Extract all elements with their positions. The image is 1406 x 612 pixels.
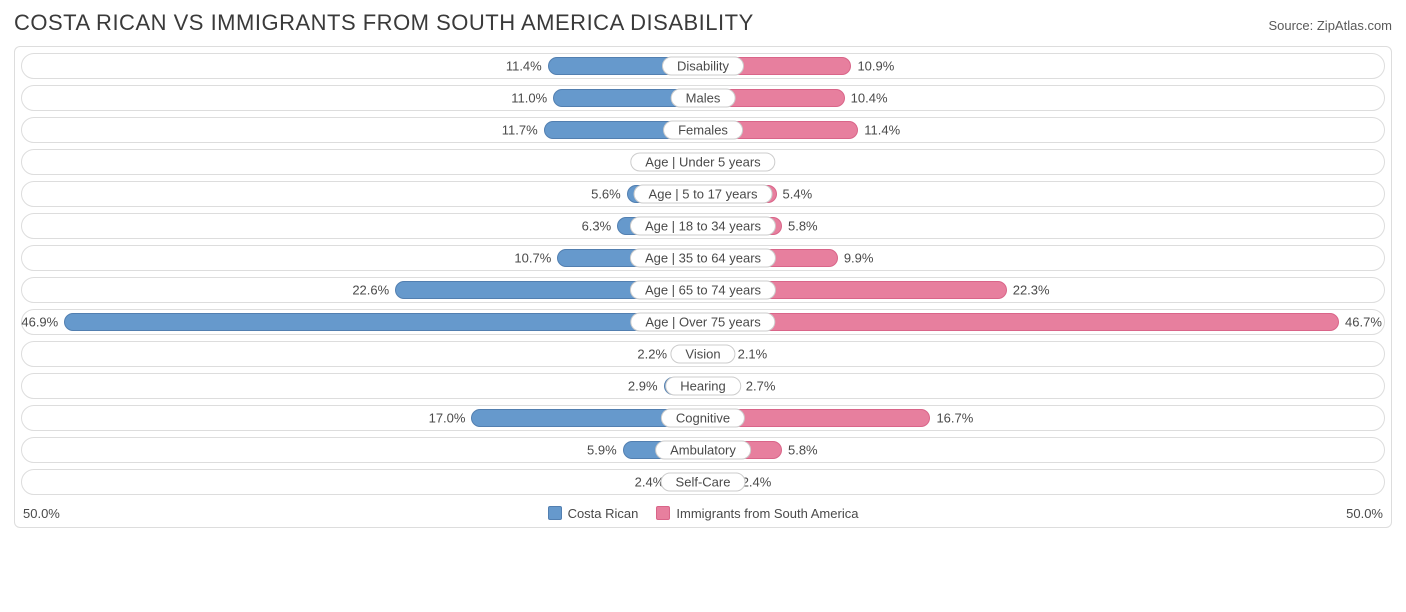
value-right: 11.4%: [864, 123, 900, 138]
chart-body: 11.4% 10.9% Disability 11.0% 10.4% Males 11.7%…: [14, 46, 1392, 528]
category-label: Age | 65 to 74 years: [630, 281, 776, 300]
chart-row: 10.7% 9.9% Age | 35 to 64 years: [21, 245, 1385, 271]
chart-title: COSTA RICAN VS IMMIGRANTS FROM SOUTH AME…: [14, 10, 754, 36]
value-left: 17.0%: [429, 411, 466, 426]
chart-row: 22.6% 22.3% Age | 65 to 74 years: [21, 277, 1385, 303]
category-label: Vision: [670, 345, 735, 364]
category-label: Males: [671, 89, 736, 108]
bar-left: [64, 313, 703, 331]
axis-max-right: 50.0%: [1346, 506, 1383, 521]
value-right: 5.4%: [783, 187, 813, 202]
category-label: Age | 5 to 17 years: [634, 185, 773, 204]
chart-legend: Costa Rican Immigrants from South Americ…: [60, 506, 1346, 521]
value-left: 46.9%: [21, 315, 58, 330]
legend-swatch-right: [656, 506, 670, 520]
value-right: 5.8%: [788, 219, 818, 234]
value-right: 2.1%: [738, 347, 768, 362]
value-left: 22.6%: [352, 283, 389, 298]
chart-row: 11.7% 11.4% Females: [21, 117, 1385, 143]
value-left: 2.2%: [637, 347, 667, 362]
value-right: 2.7%: [746, 379, 776, 394]
value-right: 22.3%: [1013, 283, 1050, 298]
chart-row: 5.9% 5.8% Ambulatory: [21, 437, 1385, 463]
chart-row: 17.0% 16.7% Cognitive: [21, 405, 1385, 431]
value-left: 5.9%: [587, 443, 617, 458]
category-label: Ambulatory: [655, 441, 751, 460]
legend-item-left: Costa Rican: [548, 506, 639, 521]
chart-row: 2.9% 2.7% Hearing: [21, 373, 1385, 399]
value-right: 46.7%: [1345, 315, 1382, 330]
chart-header: COSTA RICAN VS IMMIGRANTS FROM SOUTH AME…: [14, 10, 1392, 36]
chart-source: Source: ZipAtlas.com: [1268, 18, 1392, 33]
bar-right: [703, 313, 1339, 331]
value-right: 9.9%: [844, 251, 874, 266]
value-left: 2.9%: [628, 379, 658, 394]
category-label: Cognitive: [661, 409, 745, 428]
category-label: Age | 35 to 64 years: [630, 249, 776, 268]
chart-rows: 11.4% 10.9% Disability 11.0% 10.4% Males 11.7%…: [21, 53, 1385, 495]
category-label: Females: [663, 121, 743, 140]
value-right: 10.4%: [851, 91, 888, 106]
value-left: 10.7%: [514, 251, 551, 266]
chart-row: 46.9% 46.7% Age | Over 75 years: [21, 309, 1385, 335]
value-left: 11.0%: [511, 91, 547, 106]
legend-label-left: Costa Rican: [568, 506, 639, 521]
category-label: Age | Over 75 years: [630, 313, 775, 332]
value-left: 6.3%: [582, 219, 612, 234]
legend-label-right: Immigrants from South America: [676, 506, 858, 521]
value-right: 10.9%: [857, 59, 894, 74]
category-label: Age | Under 5 years: [630, 153, 775, 172]
category-label: Disability: [662, 57, 744, 76]
chart-row: 1.4%1.2%Age | Under 5 years: [21, 149, 1385, 175]
chart-row: 11.0% 10.4% Males: [21, 85, 1385, 111]
value-right: 5.8%: [788, 443, 818, 458]
category-label: Self-Care: [661, 473, 746, 492]
legend-item-right: Immigrants from South America: [656, 506, 858, 521]
value-left: 11.4%: [506, 59, 542, 74]
value-left: 11.7%: [502, 123, 538, 138]
chart-row: 2.2% 2.1%Vision: [21, 341, 1385, 367]
axis-max-left: 50.0%: [23, 506, 60, 521]
value-right: 2.4%: [742, 475, 772, 490]
category-label: Age | 18 to 34 years: [630, 217, 776, 236]
legend-swatch-left: [548, 506, 562, 520]
chart-row: 6.3% 5.8% Age | 18 to 34 years: [21, 213, 1385, 239]
chart-row: 5.6% 5.4% Age | 5 to 17 years: [21, 181, 1385, 207]
category-label: Hearing: [665, 377, 741, 396]
value-right: 16.7%: [936, 411, 973, 426]
chart-row: 11.4% 10.9% Disability: [21, 53, 1385, 79]
value-left: 5.6%: [591, 187, 621, 202]
chart-footer: 50.0% Costa Rican Immigrants from South …: [21, 501, 1385, 525]
chart-container: COSTA RICAN VS IMMIGRANTS FROM SOUTH AME…: [0, 0, 1406, 534]
chart-row: 2.4%2.4%Self-Care: [21, 469, 1385, 495]
